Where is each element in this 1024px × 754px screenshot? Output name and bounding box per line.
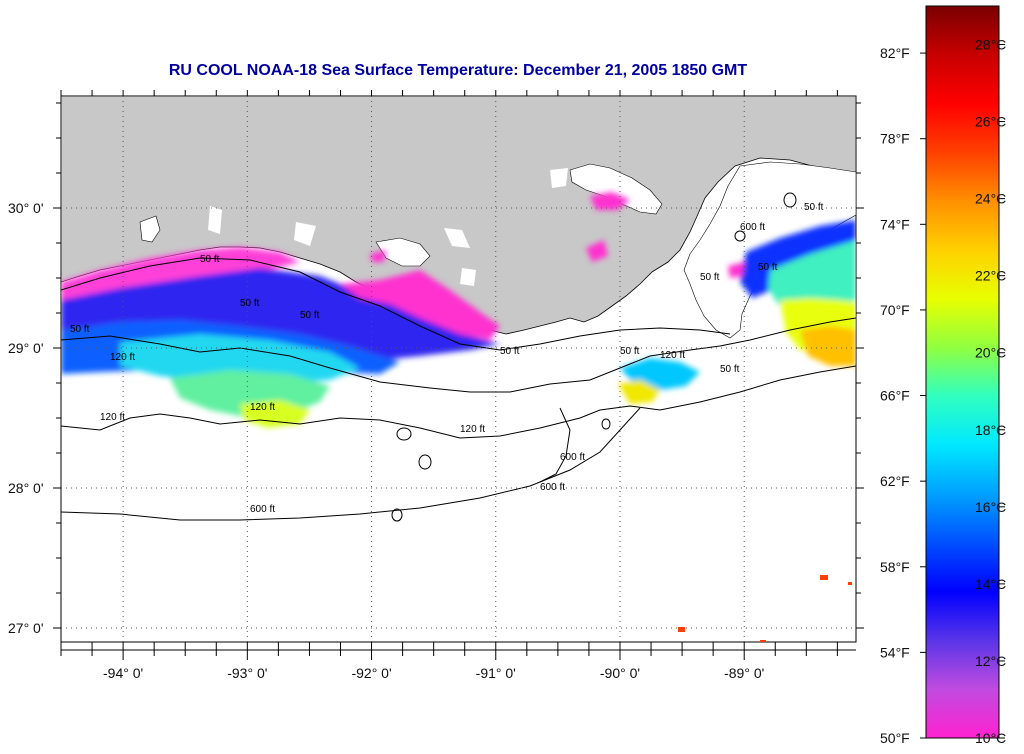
celsius-label: 24°C xyxy=(975,191,1006,207)
contour-label: 50 ft xyxy=(720,364,740,375)
lon-label: -91° 0' xyxy=(476,665,516,681)
lon-label: -89° 0' xyxy=(724,665,764,681)
lat-label: 29° 0' xyxy=(8,340,44,356)
fahrenheit-label: 70°F xyxy=(880,302,910,318)
contour-labels: 50 ft 50 ft 50 ft 50 ft 50 ft 50 ft 120 ft 120 … xyxy=(70,202,824,515)
colorbar-fahrenheit-labels: 82°F 78°F 74°F 70°F 66°F 62°F 58°F 54°F 50°F xyxy=(880,45,926,746)
contour-label: 120 ft xyxy=(460,424,485,435)
celsius-label: 26°C xyxy=(975,114,1006,130)
lon-label: -92° 0' xyxy=(351,665,391,681)
bathymetry-contours xyxy=(61,192,856,522)
contour-label: 50 ft xyxy=(500,346,520,357)
contour-label: 50 ft xyxy=(620,346,640,357)
colorbar xyxy=(925,5,1000,739)
contour-label: 120 ft xyxy=(100,412,125,423)
fahrenheit-label: 78°F xyxy=(880,131,910,147)
fahrenheit-label: 50°F xyxy=(880,730,910,746)
lon-label: -93° 0' xyxy=(227,665,267,681)
contour-label: 120 ft xyxy=(110,352,135,363)
contour-label: 120 ft xyxy=(660,350,685,361)
contour-label: 50 ft xyxy=(240,298,260,309)
lat-label: 28° 0' xyxy=(8,480,44,496)
graticule xyxy=(61,96,856,642)
warm-pixels xyxy=(678,575,852,642)
colorbar-celsius-labels: 28°C 26°C 24°C 22°C 20°C 18°C 16°C 14°C 12°C 10°C xyxy=(975,37,1006,746)
contour-label: 120 ft xyxy=(250,402,275,413)
contour-label: 50 ft xyxy=(300,310,320,321)
longitude-labels: -94° 0' -93° 0' -92° 0' -91° 0' -90° 0' -89° … xyxy=(103,665,764,681)
contour-label: 600 ft xyxy=(740,222,765,233)
contour-label: 50 ft xyxy=(758,262,778,273)
contour-label: 50 ft xyxy=(804,202,824,213)
celsius-label: 20°C xyxy=(975,345,1006,361)
axis-ticks xyxy=(53,90,864,660)
celsius-label: 12°C xyxy=(975,653,1006,669)
fahrenheit-label: 54°F xyxy=(880,644,910,660)
lon-label: -90° 0' xyxy=(600,665,640,681)
contour-label: 600 ft xyxy=(560,452,585,463)
contour-label: 50 ft xyxy=(70,324,90,335)
lon-label: -94° 0' xyxy=(103,665,143,681)
fahrenheit-label: 74°F xyxy=(880,216,910,232)
celsius-label: 22°C xyxy=(975,268,1006,284)
contour-label: 600 ft xyxy=(250,504,275,515)
fahrenheit-label: 62°F xyxy=(880,473,910,489)
celsius-label: 10°C xyxy=(975,730,1006,746)
sst-field xyxy=(61,192,856,428)
contour-label: 600 ft xyxy=(540,482,565,493)
fahrenheit-label: 82°F xyxy=(880,45,910,61)
celsius-label: 16°C xyxy=(975,499,1006,515)
celsius-label: 18°C xyxy=(975,422,1006,438)
contour-label: 50 ft xyxy=(200,254,220,265)
lat-label: 30° 0' xyxy=(8,200,44,216)
fahrenheit-label: 58°F xyxy=(880,559,910,575)
fahrenheit-label: 66°F xyxy=(880,388,910,404)
celsius-label: 14°C xyxy=(975,576,1006,592)
latitude-labels: 30° 0' 29° 0' 28° 0' 27° 0' xyxy=(8,200,44,636)
celsius-label: 28°C xyxy=(975,37,1006,53)
map-title: RU COOL NOAA-18 Sea Surface Temperature:… xyxy=(168,62,748,79)
contour-label: 50 ft xyxy=(700,272,720,283)
marsh-islands xyxy=(569,163,663,215)
lat-label: 27° 0' xyxy=(8,620,44,636)
